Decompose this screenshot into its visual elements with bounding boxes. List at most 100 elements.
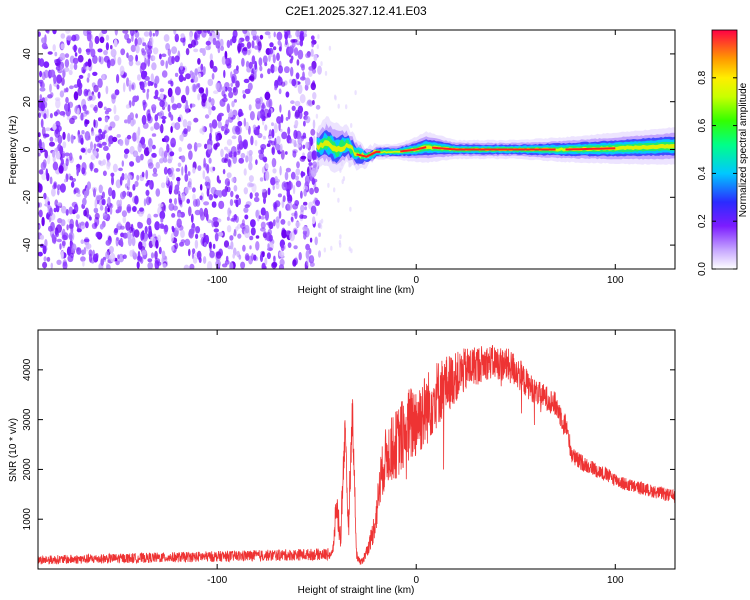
noise-blob bbox=[215, 251, 222, 259]
noise-blob bbox=[64, 178, 67, 183]
noise-blob bbox=[211, 73, 215, 80]
noise-blob bbox=[268, 135, 273, 140]
noise-blob bbox=[40, 118, 44, 128]
noise-blob bbox=[85, 61, 89, 67]
noise-blob bbox=[286, 188, 290, 199]
noise-blob bbox=[49, 113, 53, 119]
noise-blob bbox=[106, 160, 111, 170]
noise-blob bbox=[171, 213, 176, 218]
noise-blob bbox=[309, 187, 314, 195]
noise-blob bbox=[146, 217, 152, 226]
snr-x-label: Height of straight line (km) bbox=[298, 585, 415, 596]
noise-blob bbox=[211, 201, 217, 208]
noise-blob bbox=[207, 261, 213, 269]
noise-blob bbox=[194, 239, 199, 249]
noise-blob bbox=[145, 182, 149, 187]
noise-blob bbox=[276, 31, 283, 41]
noise-blob bbox=[102, 170, 107, 177]
noise-blob bbox=[278, 65, 283, 74]
noise-blob bbox=[90, 161, 93, 172]
noise-blob bbox=[174, 33, 179, 43]
noise-blob bbox=[267, 68, 271, 75]
noise-blob bbox=[60, 205, 67, 214]
colorbar: 0.0 0.2 0.4 0.6 0.8 Normalized spectral ampl… bbox=[697, 29, 749, 276]
noise-blob bbox=[56, 184, 61, 191]
noise-blob bbox=[155, 31, 159, 37]
noise-blob bbox=[264, 170, 270, 181]
noise-blob bbox=[152, 55, 156, 61]
noise-blob bbox=[197, 58, 201, 65]
noise-blob bbox=[105, 85, 109, 95]
noise-blob bbox=[43, 61, 50, 68]
noise-blob bbox=[112, 136, 118, 143]
noise-blob bbox=[305, 141, 310, 149]
noise-blob bbox=[97, 91, 101, 99]
colorbar-tick-label: 0.6 bbox=[697, 118, 708, 132]
noise-blob bbox=[122, 215, 127, 224]
noise-blob bbox=[295, 221, 301, 228]
noise-blob bbox=[89, 216, 92, 221]
noise-blob bbox=[150, 126, 154, 131]
noise-blob bbox=[149, 30, 153, 38]
noise-blob bbox=[279, 104, 282, 113]
noise-blob bbox=[209, 32, 213, 37]
noise-blob bbox=[223, 240, 230, 248]
noise-blob bbox=[276, 52, 280, 61]
noise-blob bbox=[199, 48, 204, 53]
noise-blob bbox=[153, 122, 160, 130]
noise-blob bbox=[294, 109, 300, 118]
noise-blob bbox=[280, 81, 286, 87]
noise-blob bbox=[98, 55, 102, 63]
noise-blob bbox=[251, 40, 255, 49]
noise-blob bbox=[47, 51, 53, 55]
noise-blob bbox=[238, 113, 242, 118]
noise-blob bbox=[145, 189, 150, 196]
snr-frame bbox=[37, 329, 676, 570]
noise-blob bbox=[153, 95, 159, 100]
noise-blob bbox=[245, 121, 249, 131]
noise-speck bbox=[315, 113, 319, 119]
noise-blob bbox=[192, 256, 198, 264]
noise-blob bbox=[280, 149, 285, 160]
noise-blob bbox=[235, 199, 239, 208]
noise-blob bbox=[63, 67, 70, 73]
noise-blob bbox=[275, 143, 280, 151]
noise-blob bbox=[180, 229, 185, 239]
noise-blob bbox=[163, 166, 168, 175]
noise-blob bbox=[140, 153, 144, 161]
noise-blob bbox=[278, 264, 285, 269]
noise-blob bbox=[272, 46, 277, 51]
noise-blob bbox=[201, 93, 207, 104]
noise-blob bbox=[221, 86, 226, 92]
noise-blob bbox=[259, 109, 265, 120]
noise-blob bbox=[167, 48, 171, 57]
noise-blob bbox=[106, 198, 110, 204]
noise-blob bbox=[85, 66, 90, 71]
noise-blob bbox=[313, 54, 318, 62]
noise-blob bbox=[129, 161, 135, 167]
noise-blob bbox=[174, 72, 179, 77]
noise-blob bbox=[124, 119, 128, 124]
noise-blob bbox=[227, 158, 231, 168]
noise-blob bbox=[216, 114, 222, 122]
noise-blob bbox=[158, 246, 162, 255]
noise-blob bbox=[99, 36, 105, 44]
snr-y-ticks: 1000 2000 3000 4000 bbox=[22, 358, 675, 530]
noise-blob bbox=[231, 76, 236, 84]
noise-blob bbox=[185, 85, 190, 96]
noise-blob bbox=[310, 167, 317, 178]
noise-blob bbox=[168, 198, 173, 204]
noise-blob bbox=[38, 132, 41, 138]
noise-blob bbox=[161, 53, 167, 58]
noise-blob bbox=[49, 207, 53, 217]
noise-blob bbox=[93, 104, 98, 114]
noise-blob bbox=[43, 256, 47, 262]
noise-blob bbox=[235, 194, 240, 199]
noise-blob bbox=[144, 76, 150, 81]
noise-blob bbox=[312, 216, 316, 225]
colorbar-ticks: 0.0 0.2 0.4 0.6 0.8 bbox=[697, 70, 737, 276]
noise-blob bbox=[287, 126, 291, 136]
noise-blob bbox=[258, 215, 262, 220]
noise-blob bbox=[220, 38, 224, 48]
noise-blob bbox=[213, 228, 219, 233]
